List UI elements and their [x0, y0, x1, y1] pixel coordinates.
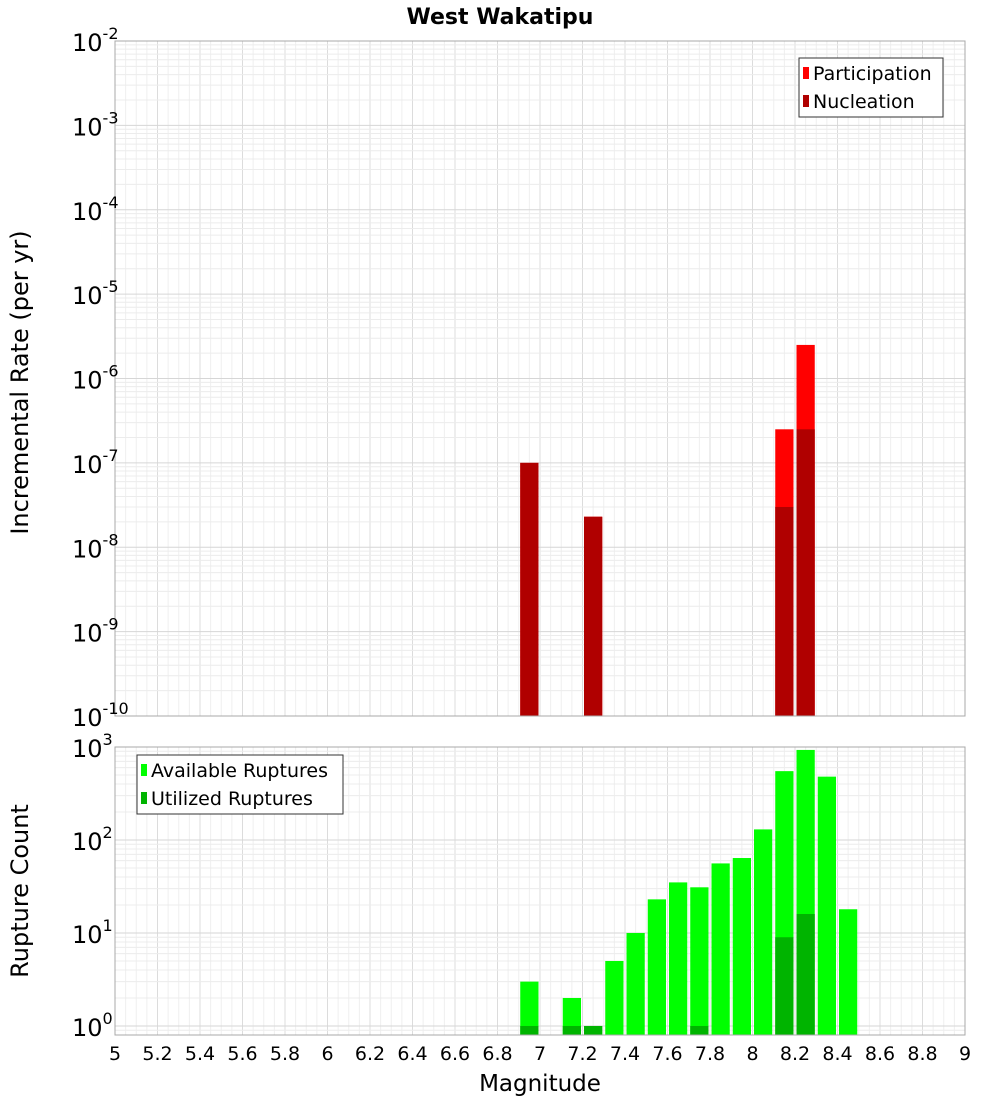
chart-title: West Wakatipu [407, 5, 594, 30]
bar [775, 506, 794, 716]
legend-swatch [141, 764, 147, 776]
x-tick-label: 8.4 [822, 1043, 852, 1065]
series-available-ruptures [520, 749, 858, 1035]
bar [647, 899, 666, 1035]
bar [520, 1025, 539, 1035]
plot-frame [114, 40, 966, 717]
x-axis-label: Magnitude [479, 1071, 601, 1097]
legend-swatch [803, 95, 809, 107]
x-tick-label: 8.6 [865, 1043, 895, 1065]
y-tick-label: 102 [72, 823, 113, 856]
y-tick-label: 10-5 [72, 277, 119, 310]
x-tick-label: 7.4 [610, 1043, 640, 1065]
x-tick-label: 5 [109, 1043, 121, 1065]
legend-box [136, 754, 344, 815]
legend-entry: Nucleation [813, 91, 915, 113]
bar [690, 887, 709, 1035]
bar [669, 882, 688, 1035]
bar [711, 863, 730, 1035]
bar [796, 914, 815, 1035]
x-tick-label: 8.2 [780, 1043, 810, 1065]
bar [690, 1025, 709, 1035]
bar [839, 909, 858, 1035]
series-nucleation [520, 429, 815, 716]
legend-swatch [141, 792, 147, 804]
y-tick-label: 10-8 [72, 530, 119, 563]
bar [562, 1025, 581, 1035]
grid-lines [114, 41, 966, 717]
x-tick-label: 7 [534, 1043, 546, 1065]
x-tick-label: 7.6 [652, 1043, 682, 1065]
x-tick-label: 5.8 [270, 1043, 300, 1065]
legend: Available Ruptures Utilized Ruptures [136, 754, 344, 815]
bar [796, 429, 815, 716]
bar [520, 981, 539, 1035]
bar [584, 1025, 603, 1035]
x-tick-label: 7.2 [567, 1043, 597, 1065]
x-tick-label: 5.6 [227, 1043, 257, 1065]
bar [817, 776, 836, 1035]
series-utilized-ruptures [520, 914, 815, 1035]
plot-frame [114, 746, 966, 1036]
x-tick-label: 8 [746, 1043, 758, 1065]
legend-box [798, 57, 944, 118]
y-tick-label: 10-6 [72, 362, 119, 395]
y-tick-label: 100 [72, 1009, 113, 1042]
y-tick-label: 10-9 [72, 615, 119, 648]
x-tick-label: 6.6 [440, 1043, 470, 1065]
x-tick-label: 8.8 [907, 1043, 937, 1065]
y-tick-label: 10-4 [72, 193, 119, 226]
legend-swatch [803, 67, 809, 79]
bar [584, 516, 603, 716]
bar [562, 997, 581, 1035]
y-axis-label: Rupture Count [6, 804, 34, 978]
y-tick-label: 10-3 [72, 108, 119, 141]
x-tick-label: 6.4 [397, 1043, 427, 1065]
x-tick-label: 9 [959, 1043, 971, 1065]
y-tick-label: 10-7 [72, 446, 119, 479]
x-tick-label: 5.2 [142, 1043, 172, 1065]
bar [605, 960, 624, 1035]
bar [626, 932, 645, 1035]
bar [732, 858, 751, 1035]
legend-entry: Participation [813, 63, 932, 85]
y-tick-label: 101 [72, 916, 113, 949]
x-tick-label: 6.8 [482, 1043, 512, 1065]
bar [775, 937, 794, 1035]
rate-chart: 10-10 10-9 10-8 10-7 10-6 10-5 10-4 10-3 10-2 Inc… [6, 5, 966, 732]
x-tick-label: 6.2 [355, 1043, 385, 1065]
y-tick-label: 103 [72, 730, 113, 763]
x-tick-label: 7.8 [695, 1043, 725, 1065]
legend-entry: Available Ruptures [151, 760, 328, 782]
y-axis-label: Incremental Rate (per yr) [6, 230, 34, 534]
x-tick-label: 5.4 [185, 1043, 215, 1065]
y-tick-label: 10-10 [72, 699, 129, 732]
bar [754, 829, 773, 1035]
legend: Participation Nucleation [798, 57, 944, 118]
x-tick-label: 6 [321, 1043, 333, 1065]
y-tick-label: 10-2 [72, 24, 119, 57]
bar [520, 462, 539, 716]
legend-entry: Utilized Ruptures [151, 788, 313, 810]
